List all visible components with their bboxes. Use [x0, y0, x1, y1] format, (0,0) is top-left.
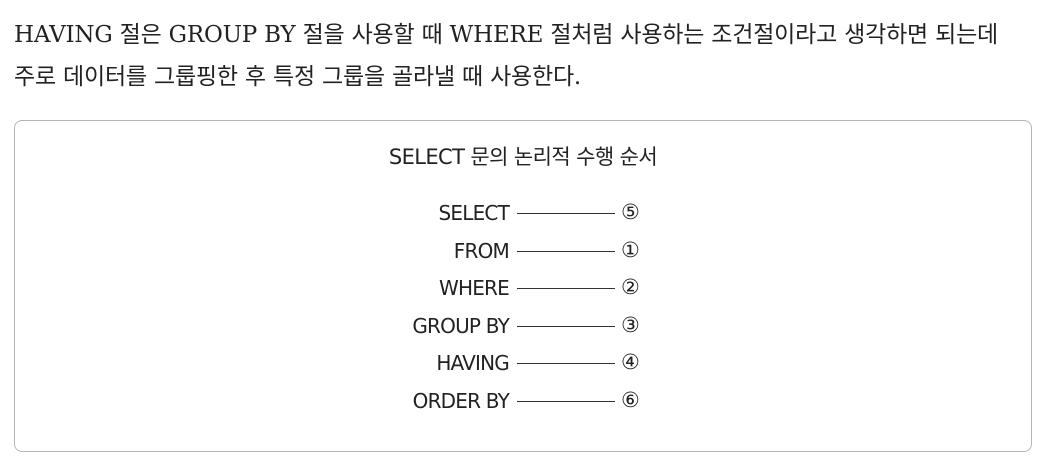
order-number: ③ — [621, 312, 640, 337]
execution-order-box: SELECT 문의 논리적 수행 순서 SELECT ⑤ FROM ① WHER… — [14, 120, 1032, 452]
intro-line-1: HAVING 절은 GROUP BY 절을 사용할 때 WHERE 절처럼 사용… — [14, 22, 999, 48]
order-number: ⑥ — [621, 387, 640, 412]
connector-line — [517, 288, 615, 290]
clause-label: WHERE — [439, 276, 510, 301]
clause-label: SELECT — [438, 201, 510, 225]
execution-order-list: SELECT ⑤ FROM ① WHERE ② GROUP BY ③ HAVIN… — [15, 195, 1031, 421]
clause-label: ORDER BY — [412, 388, 510, 413]
clause-label: FROM — [453, 238, 510, 263]
step-row-having: HAVING ④ — [15, 345, 1031, 383]
clause-label: GROUP BY — [412, 313, 509, 338]
connector-line — [517, 363, 615, 365]
connector-line — [517, 213, 615, 214]
connector-line — [517, 400, 615, 402]
order-number: ④ — [621, 350, 640, 375]
order-number: ② — [621, 275, 640, 300]
order-number: ① — [621, 237, 640, 262]
intro-paragraph: HAVING 절은 GROUP BY 절을 사용할 때 WHERE 절처럼 사용… — [14, 14, 1034, 98]
step-row-from: FROM ① — [15, 233, 1031, 271]
intro-line-2: 주로 데이터를 그룹핑한 후 특정 그룹을 골라낼 때 사용한다. — [14, 64, 582, 90]
step-row-order-by: ORDER BY ⑥ — [15, 383, 1031, 421]
order-number: ⑤ — [621, 200, 640, 224]
clause-label: HAVING — [436, 351, 509, 376]
connector-line — [517, 325, 615, 327]
step-row-where: WHERE ② — [15, 270, 1031, 308]
step-row-group-by: GROUP BY ③ — [15, 308, 1031, 346]
step-row-select: SELECT ⑤ — [15, 195, 1031, 233]
box-title: SELECT 문의 논리적 수행 순서 — [388, 145, 658, 169]
connector-line — [517, 250, 615, 252]
